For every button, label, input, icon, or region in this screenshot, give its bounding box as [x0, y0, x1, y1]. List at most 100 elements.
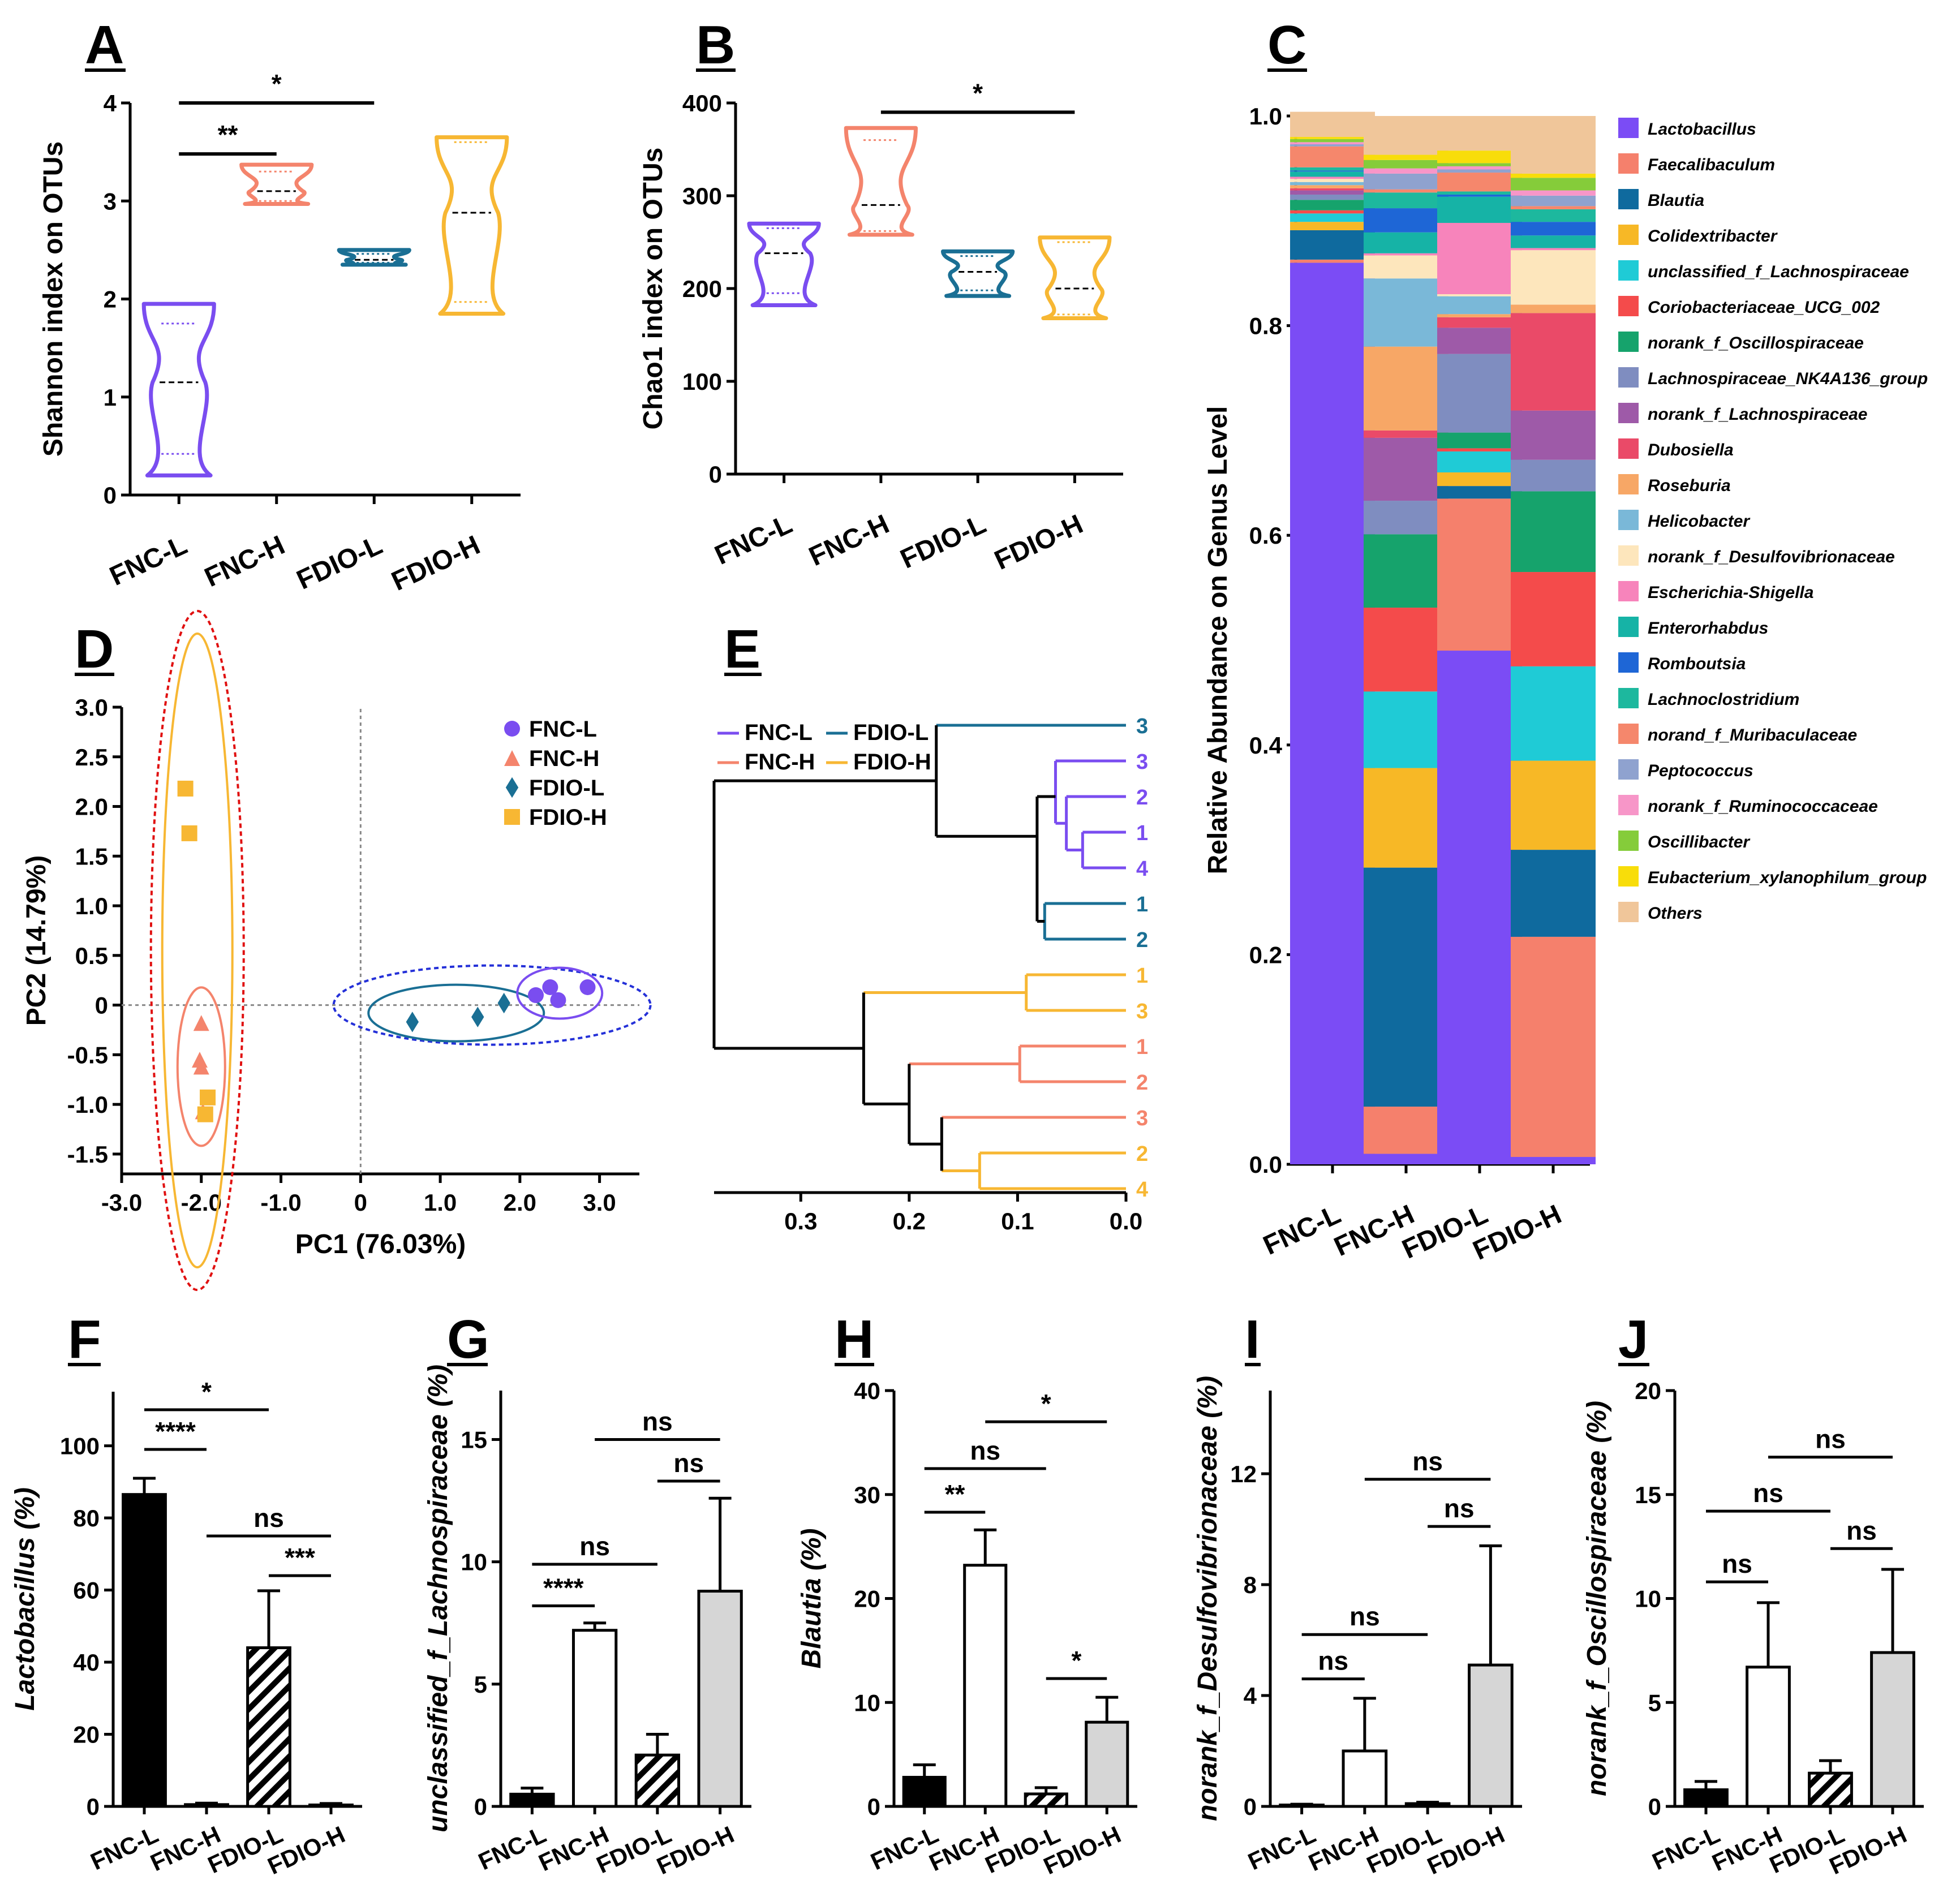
panelC-legend-swatch	[1618, 118, 1639, 138]
panelD-point-FDIO-L	[497, 992, 510, 1014]
panelJ-x-label: FNC-L	[1648, 1821, 1724, 1875]
panelC-legend-swatch	[1618, 617, 1639, 637]
panelC-bar-segment	[1290, 179, 1375, 182]
panelD-y-tick-label: 0	[95, 992, 108, 1019]
panelF-sig-label: ns	[253, 1503, 284, 1533]
panelC-bar-segment	[1511, 222, 1596, 236]
panelD-x-tick-label: 1.0	[424, 1189, 457, 1216]
panelH-y-tick-label: 20	[854, 1586, 880, 1612]
panelC-bar-segment	[1290, 144, 1375, 147]
panelC-bar-segment	[1437, 472, 1522, 487]
panelD-ellipse-fdio-l	[367, 983, 545, 1043]
panelD-legend-marker	[504, 721, 520, 737]
panelE-leaf-label: 1	[1136, 964, 1148, 988]
panelE-x-tick-label: 0.0	[1110, 1208, 1142, 1234]
panelC-bar-segment	[1364, 278, 1448, 347]
panelE-leaf-label: 1	[1136, 821, 1148, 845]
panelC-y-tick-label: 0.8	[1249, 313, 1282, 339]
panelJ-y-title: norank_f_Oscillospiraceae (%)	[1582, 1401, 1612, 1796]
panelE-x-tick-label: 0.1	[1001, 1208, 1034, 1234]
panelC-legend-label: norank_f_Ruminococcaceae	[1648, 797, 1878, 816]
panelF-y-tick-label: 40	[73, 1649, 100, 1676]
panelA-violin-2	[337, 248, 411, 267]
panelC-x-label: FNC-L	[1259, 1199, 1346, 1261]
panel-b-violin-chao1: 0 100 200 300 400 Chao1 index on OTUs FNC-L FNC…	[638, 78, 1123, 576]
panelC-y-tick-label: 0.4	[1249, 732, 1283, 759]
panelI-sig-label: ns	[1412, 1447, 1443, 1476]
panelA-sig-label: *	[272, 69, 282, 98]
panelF-sig-label: *	[201, 1377, 212, 1406]
panelD-point-FDIO-H	[177, 780, 194, 797]
panelC-bar-segment	[1364, 534, 1448, 608]
panelC-bar-segment	[1364, 608, 1448, 692]
panelC-bar-segment	[1511, 410, 1596, 460]
panel-letter-c: C	[1267, 15, 1306, 75]
panelC-bar-segment	[1511, 209, 1596, 222]
panelD-point-FNC-L	[542, 979, 558, 995]
panelD-point-FDIO-H	[181, 825, 197, 841]
panelH-y-tick-label: 40	[854, 1378, 880, 1404]
panelC-legend-swatch	[1618, 545, 1639, 566]
panelC-bar-segment	[1437, 166, 1522, 170]
panelC-bar-segment	[1437, 150, 1522, 163]
panel-letters: A B C D E F G H I J	[68, 15, 1649, 1370]
panelG-bar-0	[509, 1792, 555, 1808]
panelC-legend-swatch	[1618, 688, 1639, 708]
panelD-point-FDIO-L	[471, 1006, 484, 1027]
panelC-bar-segment	[1511, 491, 1596, 573]
panelG-x-label: FNC-L	[474, 1821, 550, 1875]
panelC-legend-swatch	[1618, 510, 1639, 530]
panelC-legend-label: Lachnospiraceae_NK4A136_group	[1648, 369, 1928, 388]
panelC-bar-segment	[1364, 430, 1448, 438]
panelA-y-tick-label: 1	[104, 384, 117, 411]
panelA-violin-0	[141, 302, 216, 477]
panelF-sig-label: ***	[285, 1543, 315, 1572]
panel-g-bar-lachnospiraceae: 0 5 10 15 unclassified_f_Lachnospiraceae (%)…	[423, 1365, 751, 1879]
panelB-y-tick-label: 0	[709, 461, 722, 488]
panelA-violin-3	[435, 135, 509, 316]
panelD-x-tick-label: -1.0	[260, 1189, 301, 1216]
panelB-y-title: Chao1 index on OTUs	[638, 148, 668, 430]
panelI-sig-label: ns	[1349, 1602, 1380, 1631]
panelJ-y-tick-label: 10	[1635, 1586, 1661, 1612]
panelC-bar-segment	[1290, 213, 1375, 222]
panelC-bar-segment	[1437, 498, 1522, 651]
panelH-x-label: FNC-L	[867, 1821, 943, 1875]
panelF-sig-label: ****	[155, 1417, 196, 1446]
panelA-violin-1	[239, 162, 314, 206]
panelF-bar-0	[122, 1493, 167, 1808]
panelC-bar-segment	[1437, 451, 1522, 473]
panelF-x-label: FNC-L	[87, 1821, 162, 1875]
panelA-sig-label: **	[218, 120, 238, 149]
panelD-x-tick-label: 3.0	[583, 1189, 616, 1216]
panelD-point-FNC-L	[550, 992, 566, 1008]
panelI-y-tick-label: 4	[1244, 1683, 1257, 1709]
panel-letter-e: E	[724, 619, 760, 679]
panelD-y-tick-label: 2.5	[75, 744, 108, 771]
panelA-y-tick-label: 0	[104, 482, 117, 509]
panelB-x-label: FNC-H	[805, 509, 894, 572]
panelC-bar-segment	[1290, 137, 1375, 139]
panelC-bar-segment	[1511, 1157, 1596, 1164]
panelC-bar-segment	[1511, 248, 1596, 251]
panelC-bar-segment	[1511, 313, 1596, 411]
panelB-sig-label: *	[973, 78, 983, 107]
panelC-legend-swatch	[1618, 759, 1639, 780]
panelC-bar-segment	[1437, 194, 1522, 197]
panelE-leaf-label: 1	[1136, 893, 1148, 916]
panelC-legend-swatch	[1618, 403, 1639, 423]
panelD-legend-label: FNC-L	[529, 717, 597, 742]
panelC-legend-label: Coriobacteriaceae_UCG_002	[1648, 298, 1880, 317]
panelH-bar-2	[1024, 1792, 1068, 1808]
panelF-bar-2	[246, 1646, 291, 1808]
panelD-ellipse-low-group	[332, 964, 652, 1046]
panelC-bar-segment	[1437, 317, 1522, 328]
panelJ-bar-2	[1808, 1771, 1853, 1808]
panelC-legend-swatch	[1618, 581, 1639, 601]
panelC-bar-segment	[1511, 572, 1596, 666]
panelC-legend-swatch	[1618, 474, 1639, 494]
panelJ-bar-1	[1746, 1666, 1791, 1808]
panel-d-pca-scatter: -3.0 -2.0 -1.0 0 1.0 2.0 3.0 -1.5 -1.0 -0.5 0 0.5 1.…	[22, 610, 652, 1292]
